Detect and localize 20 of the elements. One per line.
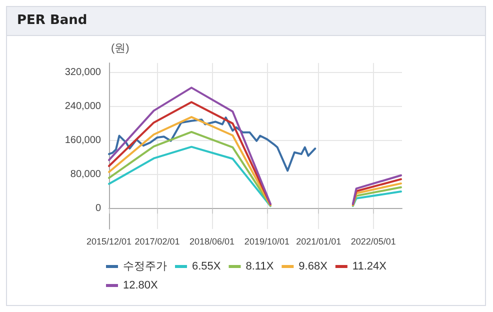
x-tick-label: 2015/12/01 [86, 236, 132, 246]
x-tick-label: 2022/05/01 [350, 236, 396, 246]
y-tick-label: 240,000 [64, 100, 102, 112]
legend-label: 6.55X [192, 260, 222, 272]
y-tick-label: 0 [95, 203, 102, 214]
x-tick-label: 2018/06/01 [189, 236, 235, 246]
chart-title: PER Band [7, 7, 485, 36]
y-tick-label: 160,000 [64, 134, 102, 146]
legend-label: 9.68X [298, 260, 328, 272]
y-tick-label: 80,000 [70, 169, 102, 180]
x-tick-label: 2021/01/01 [296, 236, 342, 246]
legend-label: 11.24X [352, 260, 388, 272]
legend-label: 8.11X [246, 260, 274, 272]
legend-label: 수정주가 [123, 260, 167, 272]
x-tick-label: 2017/02/01 [134, 236, 180, 246]
y-axis-title: (원) [111, 42, 130, 54]
y-tick-label: 320,000 [64, 66, 102, 78]
legend-label: 12.80X [123, 280, 159, 292]
line-series [108, 116, 316, 172]
x-tick-label: 2019/10/01 [244, 236, 290, 246]
